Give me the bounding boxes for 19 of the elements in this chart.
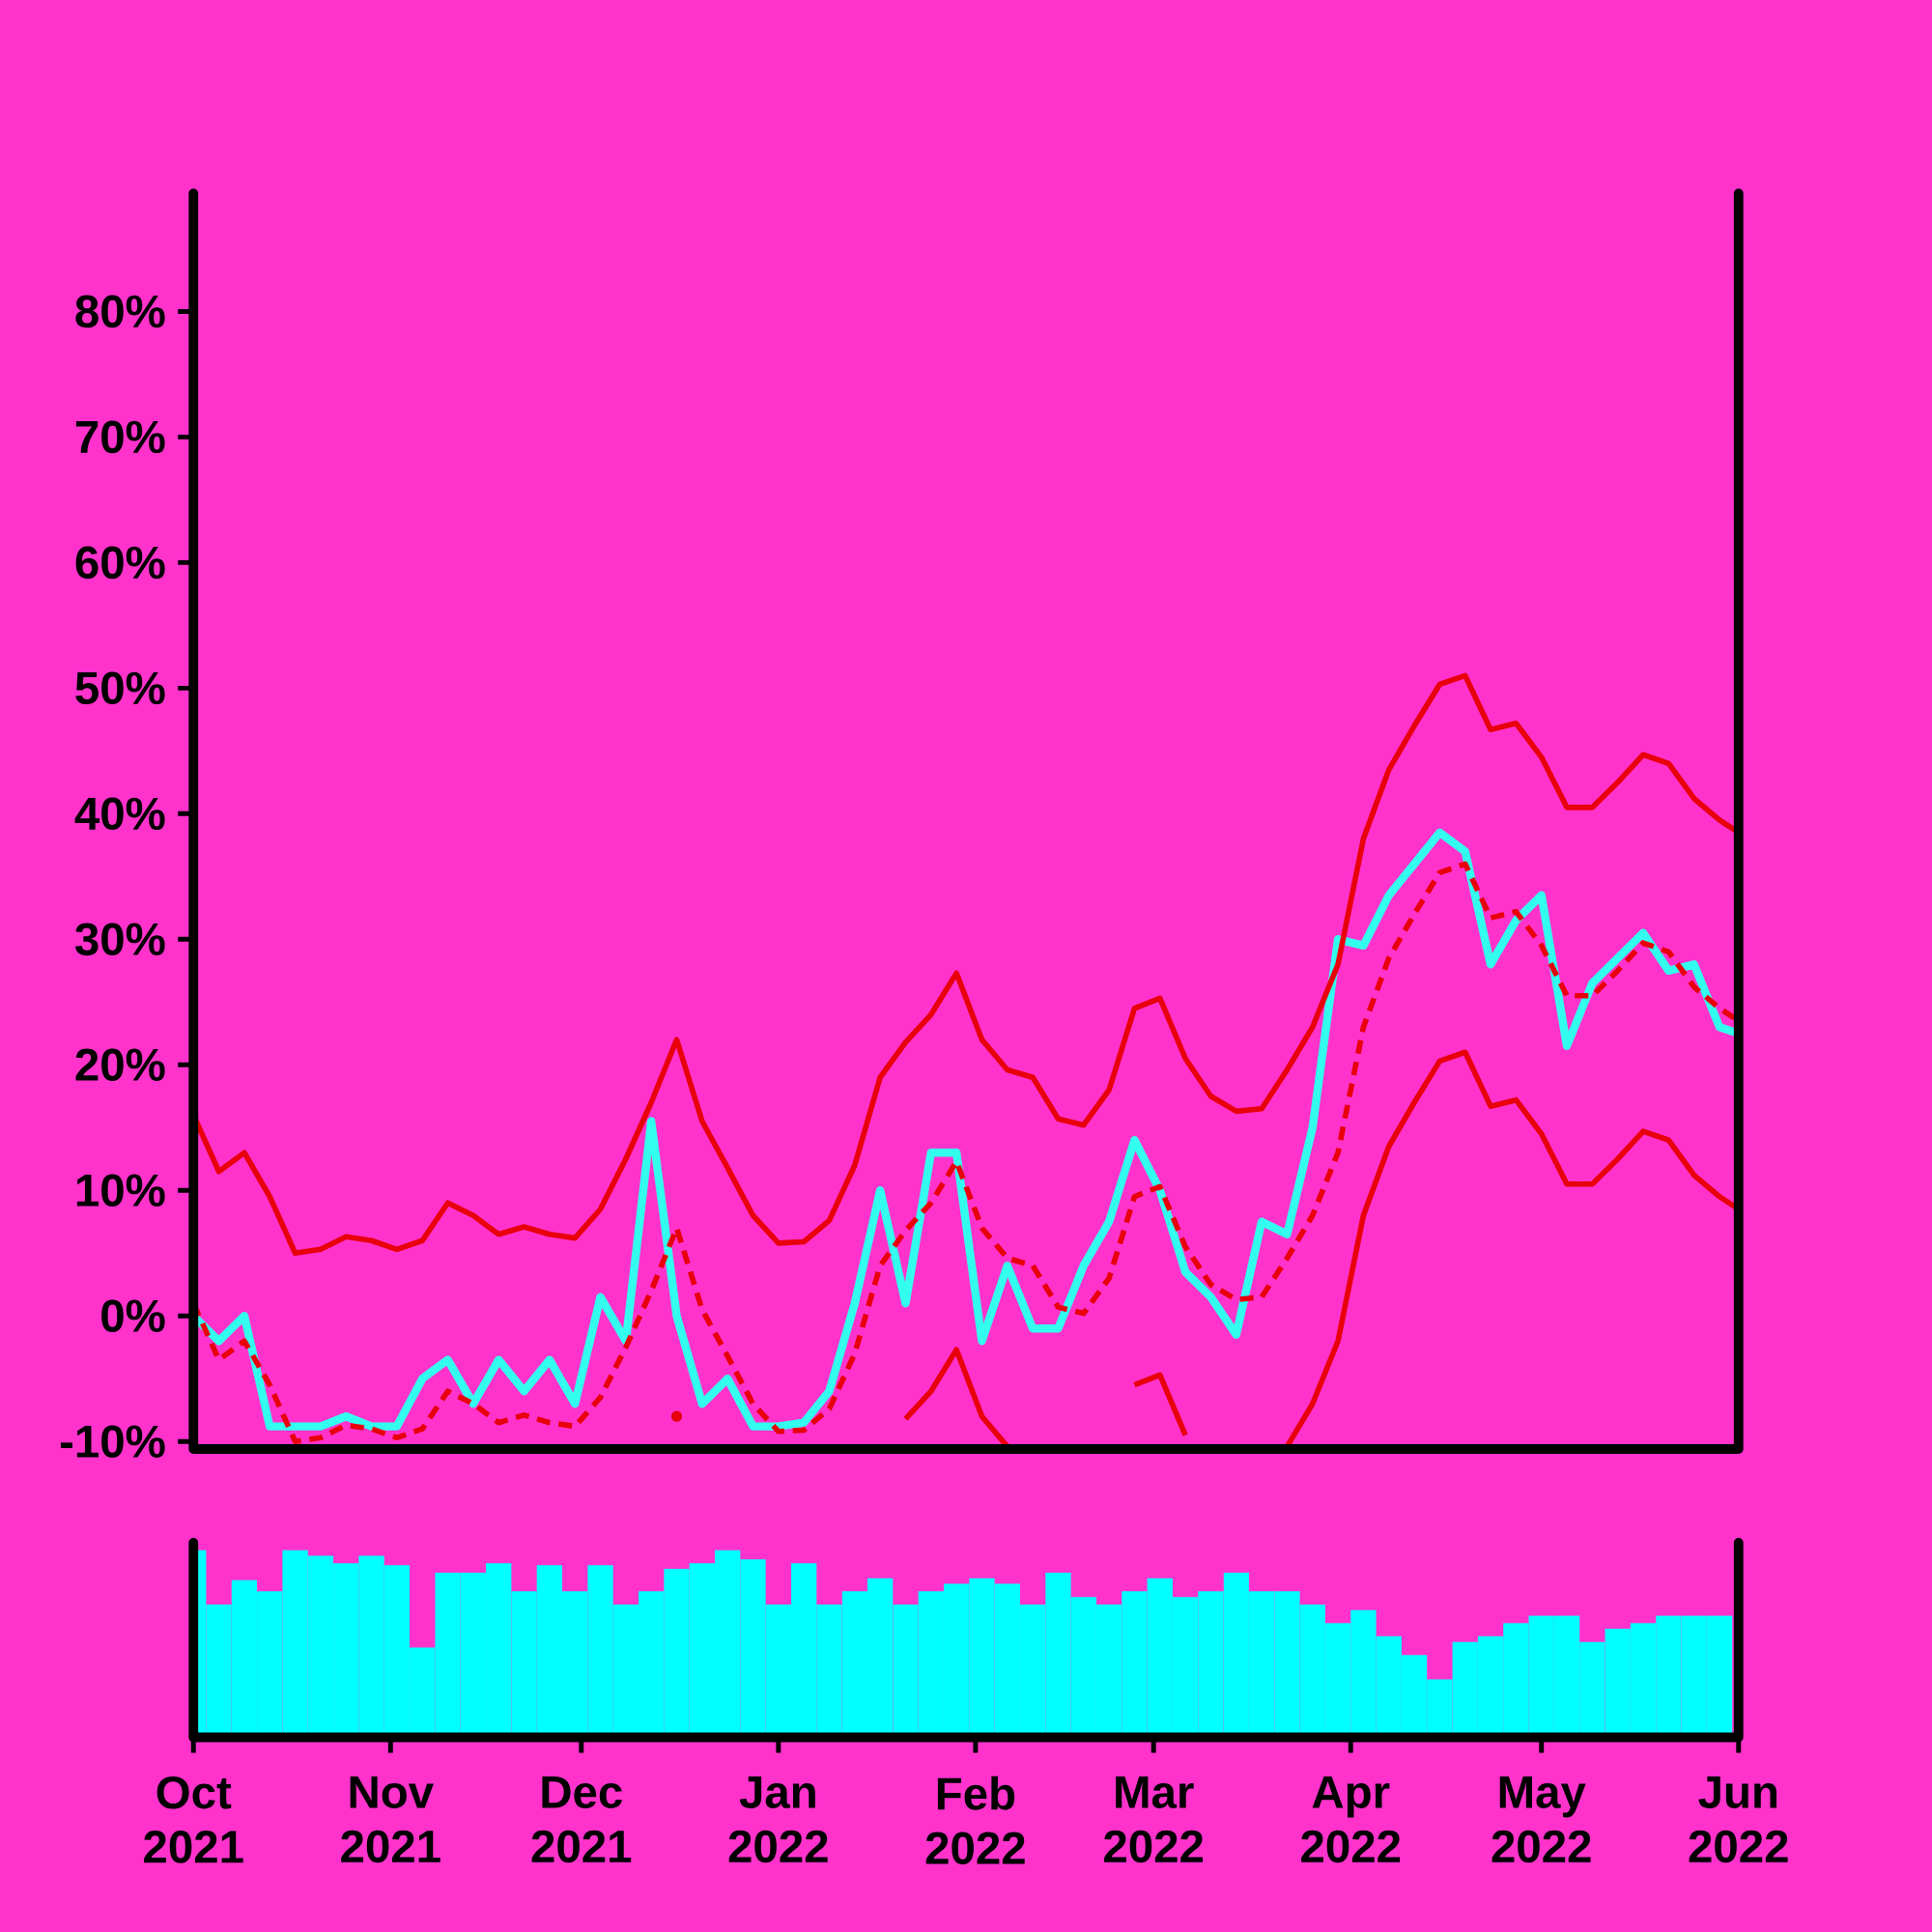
x-tick-label: Jun 2022 — [1689, 1776, 1788, 1863]
y-tick-label: 30% — [74, 923, 165, 956]
y-tick-label: 10% — [76, 1174, 165, 1208]
y-tick-label: 80% — [75, 295, 165, 328]
x-tick-label: Mar 2022 — [1104, 1776, 1204, 1863]
x-tick-label: Apr 2022 — [1301, 1776, 1401, 1863]
x-tick-label: Jan 2022 — [728, 1776, 828, 1863]
x-tick-label: Nov 2021 — [341, 1776, 440, 1863]
y-tick-label: 40% — [74, 797, 165, 831]
x-tick-label: May 2022 — [1492, 1776, 1591, 1863]
y-tick-label: 50% — [75, 671, 165, 705]
y-tick-label: 60% — [75, 546, 165, 580]
x-tick-label: Feb 2022 — [925, 1776, 1025, 1864]
y-tick-label: 0% — [101, 1299, 165, 1332]
y-tick-label: -10% — [60, 1425, 165, 1458]
x-tick-label: Dec 2021 — [531, 1776, 632, 1863]
y-tick-label: 20% — [75, 1048, 165, 1082]
x-tick-label: Oct 2021 — [144, 1776, 243, 1863]
y-tick-label: 70% — [75, 420, 165, 454]
